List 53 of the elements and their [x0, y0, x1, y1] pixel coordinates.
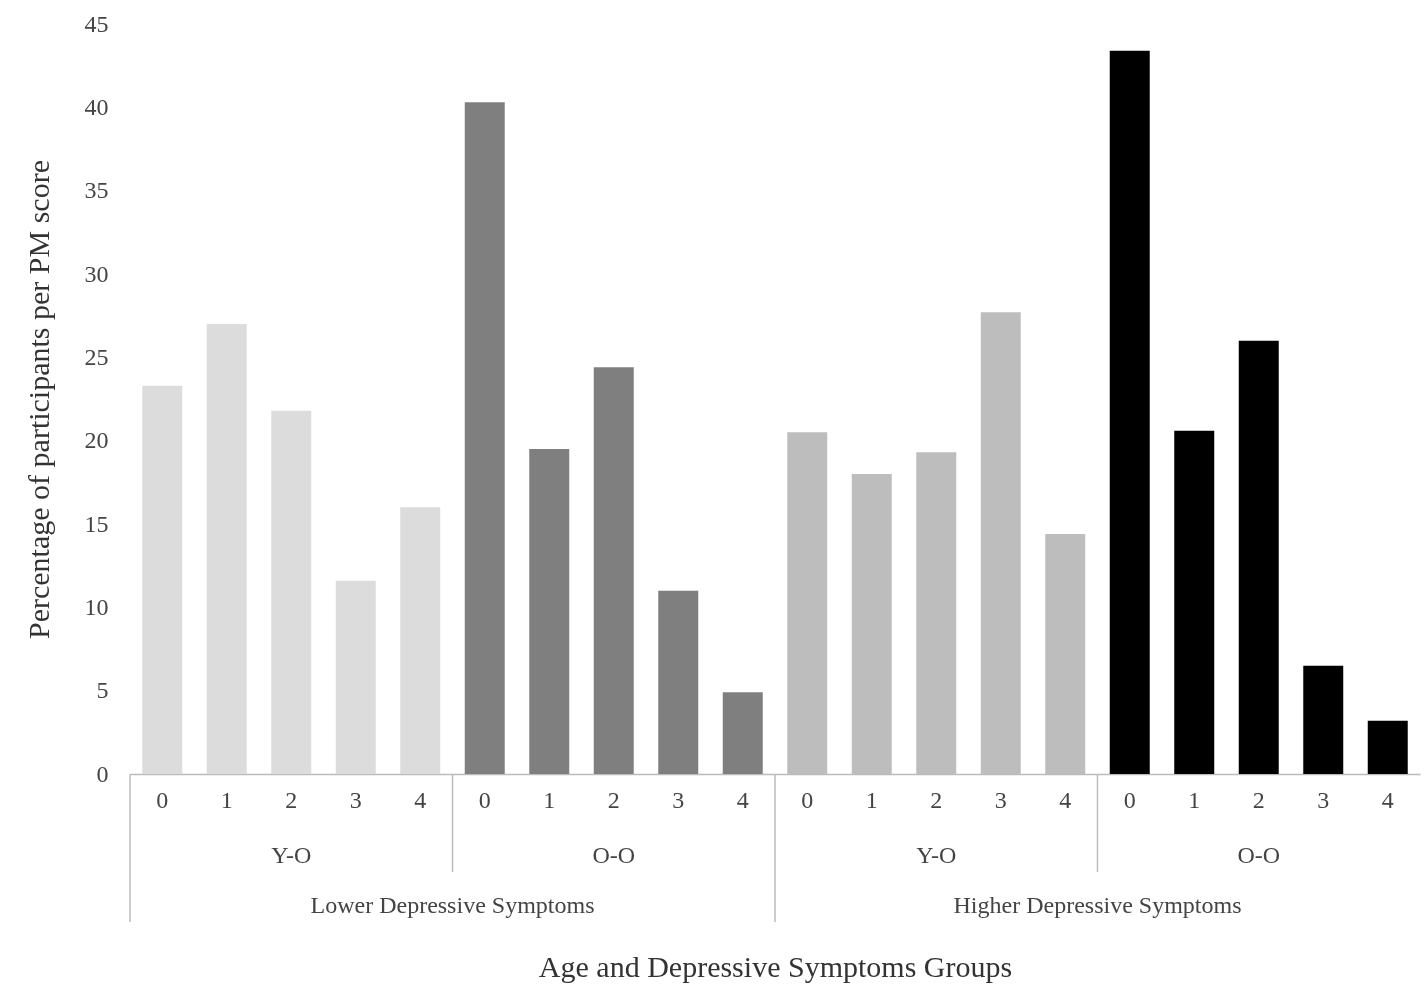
y-axis-title: Percentage of participants per PM score: [21, 160, 55, 639]
x-axis-title: Age and Depressive Symptoms Groups: [538, 949, 1013, 983]
x-tick-label: 3: [672, 786, 685, 813]
bar: [1367, 720, 1408, 774]
y-tick-label: 45: [84, 10, 109, 37]
bar: [1303, 665, 1344, 774]
x-tick-label: 0: [801, 786, 814, 813]
x-tick-label: 0: [156, 786, 169, 813]
bar: [658, 590, 699, 774]
x-tick-label: 2: [607, 786, 620, 813]
text: Y-O: [271, 842, 312, 868]
text: Lower Depressive Symptoms: [310, 892, 595, 918]
bar: [464, 102, 505, 774]
bar: [1238, 340, 1279, 774]
x-tick-label: 4: [736, 786, 749, 813]
bar: [400, 507, 441, 774]
bar: [1174, 430, 1215, 774]
x-tick-label: 4: [1381, 786, 1394, 813]
bar: [1109, 50, 1150, 774]
x-tick-label: 2: [285, 786, 298, 813]
x-tick-label: 2: [1252, 786, 1265, 813]
y-tick-label: 30: [84, 260, 109, 287]
y-tick-label: 0: [96, 760, 109, 787]
bar: [722, 692, 763, 774]
y-tick-label: 15: [84, 510, 109, 537]
text: Higher Depressive Symptoms: [953, 892, 1242, 918]
bar: [206, 324, 247, 774]
y-tick-label: 40: [84, 93, 109, 120]
x-tick-label: 3: [1317, 786, 1330, 813]
x-tick-label: 3: [349, 786, 362, 813]
x-tick-label: 1: [865, 786, 878, 813]
text: Y-O: [916, 842, 957, 868]
x-tick-label: 4: [1059, 786, 1072, 813]
y-tick-label: 20: [84, 427, 109, 454]
y-tick-label: 5: [96, 677, 109, 704]
x-tick-label: 4: [414, 786, 427, 813]
text: O-O: [1237, 842, 1281, 868]
y-tick-label: 35: [84, 177, 109, 204]
bar: [142, 385, 183, 774]
x-tick-label: 3: [994, 786, 1007, 813]
x-tick-label: 1: [220, 786, 233, 813]
x-tick-label: 1: [543, 786, 556, 813]
y-tick-label: 10: [84, 593, 109, 620]
bar: [335, 580, 376, 774]
y-tick-label: 25: [84, 343, 109, 370]
x-tick-label: 0: [478, 786, 491, 813]
bar: [529, 449, 570, 774]
x-tick-label: 0: [1123, 786, 1136, 813]
x-tick-label: 1: [1188, 786, 1201, 813]
bar: [271, 410, 312, 774]
text: O-O: [592, 842, 636, 868]
x-tick-label: 2: [930, 786, 943, 813]
bar: [593, 367, 634, 774]
